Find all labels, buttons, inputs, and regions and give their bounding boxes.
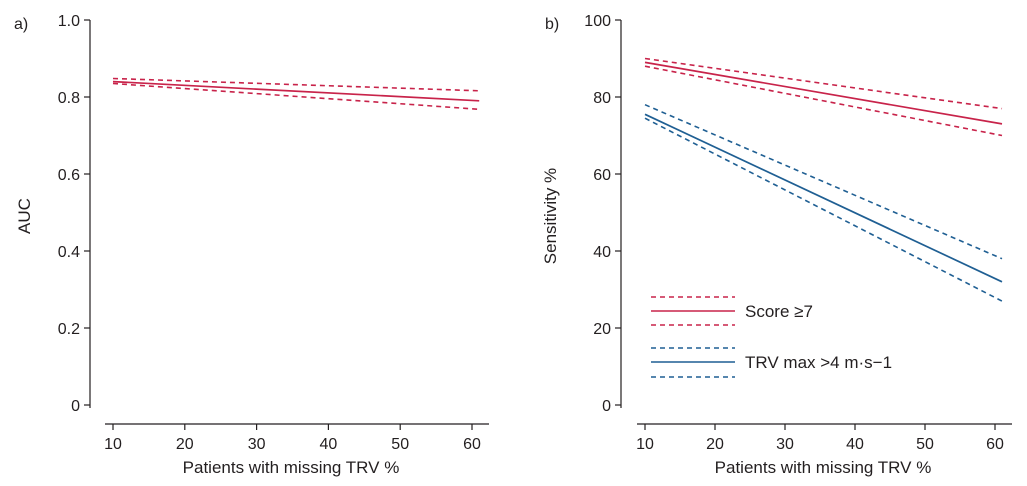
x-tick-label-a: 40 (320, 436, 338, 453)
ci-lower-line-a-0 (112, 82, 480, 111)
ticks-b: 0 20 40 60 80 100 10 20 30 40 50 60 (584, 13, 1004, 453)
y-tick-label-b: 100 (584, 13, 611, 30)
x-axis-title-a: Patients with missing TRV % (183, 458, 400, 477)
axes-a (89, 20, 489, 425)
ci-upper-line-b-1 (644, 103, 1003, 260)
x-axis-title-b: Patients with missing TRV % (715, 458, 932, 477)
ci-upper-line-b-0 (644, 57, 1003, 110)
y-tick-label-a: 0.8 (58, 90, 80, 107)
marks-b (644, 57, 1003, 302)
x-tick-label-a: 20 (176, 436, 194, 453)
y-axis-title-a: AUC (15, 198, 34, 234)
x-tick-label-a: 60 (463, 436, 481, 453)
y-tick-label-a: 0.4 (58, 244, 80, 261)
legend: Score ≥7 TRV max >4 m·s−1 (651, 296, 892, 378)
y-tick-label-b: 80 (593, 90, 611, 107)
panel-label-b: b) (545, 16, 559, 33)
x-tick-label-b: 30 (776, 436, 794, 453)
series-line-a-0 (112, 80, 480, 102)
x-tick-label-b: 10 (636, 436, 654, 453)
ci-upper-line-a-0 (112, 77, 480, 92)
ci-lower-line-b-0 (644, 65, 1003, 137)
y-tick-label-b: 60 (593, 167, 611, 184)
series-line-b-0 (644, 61, 1003, 125)
y-tick-label-a: 0.2 (58, 321, 80, 338)
ci-lower-line-b-1 (644, 117, 1003, 302)
y-axis-title-b: Sensitivity % (541, 168, 560, 264)
legend-label-trv: TRV max >4 m·s−1 (745, 353, 892, 372)
y-tick-label-b: 40 (593, 244, 611, 261)
ticks-a: 0 0.2 0.4 0.6 0.8 1.0 10 20 30 40 50 60 (58, 13, 481, 453)
x-tick-label-b: 50 (916, 436, 934, 453)
panel-b: b) Sensitivity % Patients with missing T… (541, 13, 1012, 477)
y-tick-label-b: 20 (593, 321, 611, 338)
y-tick-label-a: 0 (71, 398, 80, 415)
panel-label-a: a) (14, 16, 28, 33)
x-tick-label-b: 40 (846, 436, 864, 453)
axes-b (620, 20, 1012, 425)
y-tick-label-a: 1.0 (58, 13, 80, 30)
marks-a (112, 77, 480, 111)
x-tick-label-a: 50 (391, 436, 409, 453)
y-tick-label-b: 0 (602, 398, 611, 415)
series-line-b-1 (644, 113, 1003, 283)
y-tick-label-a: 0.6 (58, 167, 80, 184)
x-tick-label-a: 30 (248, 436, 266, 453)
x-tick-label-b: 60 (986, 436, 1004, 453)
x-tick-label-a: 10 (104, 436, 122, 453)
panel-a: a) AUC Patients with missing TRV % 00.20… (14, 13, 489, 477)
x-tick-label-b: 20 (706, 436, 724, 453)
legend-label-score: Score ≥7 (745, 302, 813, 321)
